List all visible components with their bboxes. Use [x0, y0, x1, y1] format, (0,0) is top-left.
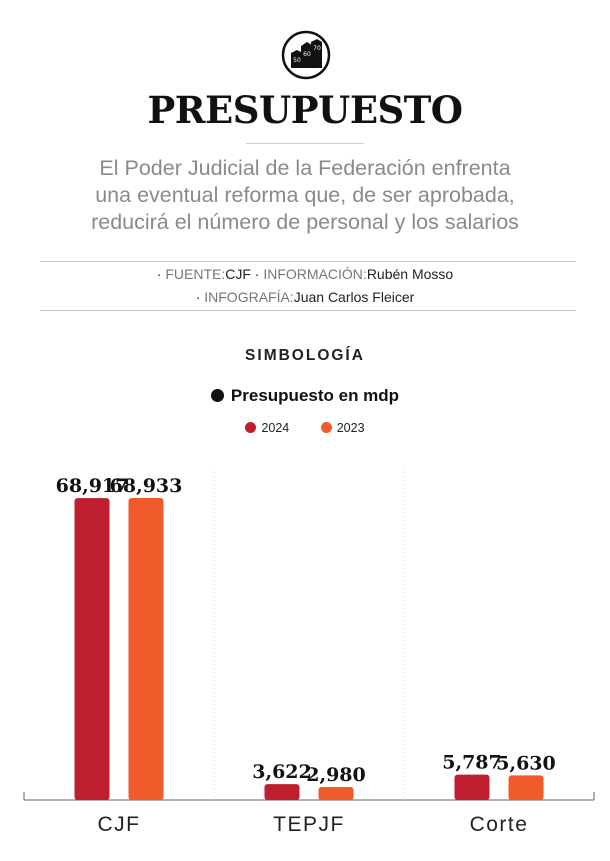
info-value: Rubén Mosso: [366, 266, 454, 282]
data-label: 5,630: [496, 752, 556, 774]
subtitle-line: El Poder Judicial de la Federación enfre…: [99, 156, 511, 180]
bar-tepjf-2023: [318, 786, 354, 800]
budget-buildings-icon: 50 60 70: [281, 30, 331, 80]
title-divider: [246, 143, 364, 144]
legend-swatch: [320, 422, 332, 433]
data-label: 5,787: [442, 752, 502, 774]
subtitle-line: una eventual reforma que, de ser aprobad…: [95, 183, 515, 207]
page-title: PRESUPUESTO: [147, 88, 463, 132]
svg-text:60: 60: [303, 51, 311, 58]
graphic-label: INFOGRAFÍA:: [204, 289, 294, 305]
bar-corte-2023: [508, 775, 544, 800]
metric-text: Presupuesto en mdp: [230, 386, 400, 405]
info-label: INFORMACIÓN:: [263, 266, 367, 282]
graphic-value: Juan Carlos Fleicer: [293, 289, 415, 305]
svg-text:50: 50: [293, 57, 301, 64]
data-label: 2,980: [306, 764, 366, 786]
bar-tepjf-2024: [264, 784, 300, 800]
bar-cjf-2024: [74, 498, 110, 800]
bar-cjf-2023: [128, 498, 164, 800]
category-label: Corte: [470, 813, 529, 836]
legend-item-2024: 2024: [245, 421, 289, 435]
source-value: CJF: [225, 266, 251, 282]
data-label: 3,622: [252, 761, 312, 783]
credits-source-line: · FUENTE:CJF · INFORMACIÓN:Rubén Mosso: [0, 263, 610, 286]
legend-swatch: [245, 422, 257, 433]
separator: ·: [195, 289, 205, 305]
credits-top-divider: [40, 261, 576, 262]
legend-label: 2023: [336, 421, 365, 435]
legend-item-2023: 2023: [320, 421, 365, 435]
bar-corte-2024: [454, 774, 490, 800]
subtitle: El Poder Judicial de la Federación enfre…: [40, 155, 570, 236]
metric-label: Presupuesto en mdp: [0, 386, 610, 406]
category-label: CJF: [98, 813, 141, 836]
legend-heading: SIMBOLOGÍA: [245, 347, 365, 364]
separator: ·: [250, 266, 264, 282]
subtitle-line: reducirá el número de personal y los sal…: [91, 210, 519, 234]
data-label: 68,917: [56, 475, 129, 497]
separator: ·: [156, 266, 166, 282]
source-label: FUENTE:: [165, 266, 226, 282]
data-label: 68,933: [110, 475, 183, 497]
svg-text:70: 70: [313, 45, 321, 52]
category-label: TEPJF: [273, 813, 345, 836]
credits-bottom-divider: [40, 310, 576, 311]
credits-graphic-line: · INFOGRAFÍA:Juan Carlos Fleicer: [0, 286, 610, 309]
series-legend: 2024 2023: [0, 421, 610, 435]
legend-label: 2024: [261, 421, 290, 435]
bullet-icon: [210, 389, 224, 402]
